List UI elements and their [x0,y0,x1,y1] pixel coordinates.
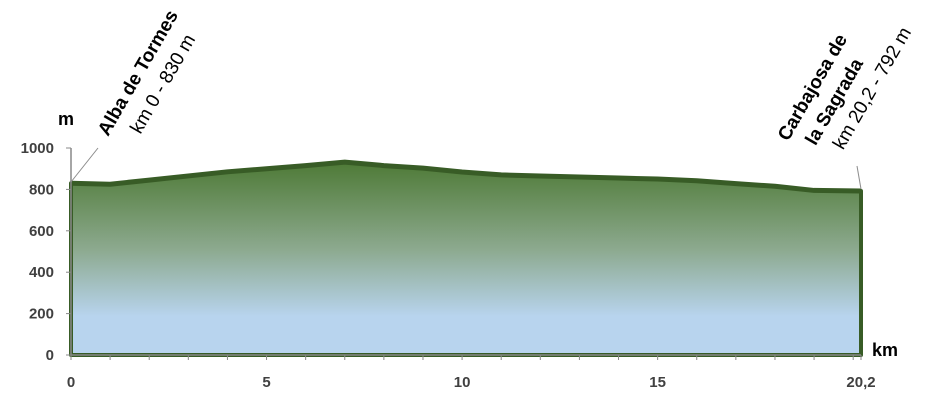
tick-layer: 0 200 400 600 800 1000 0 5 10 15 20,2 [21,140,876,391]
annotation-layer: Alba de Tormes km 0 - 830 m Carbajosa de… [70,7,916,190]
x-tick-label: 10 [454,374,471,391]
area-layer [69,159,863,357]
y-tick-label: 0 [46,347,54,364]
y-axis-unit-label: m [58,109,74,129]
y-tick-label: 400 [29,264,54,281]
y-tick-label: 800 [29,181,54,198]
axis-layer [70,148,861,356]
x-tick-label: 15 [649,374,666,391]
x-tick-label: 0 [67,374,75,391]
y-tick-label: 1000 [21,140,54,157]
elevation-line [70,159,862,194]
end-leader-line [856,165,862,190]
start-annotation: Alba de Tormes km 0 - 830 m [94,7,200,140]
start-leader-line [70,147,99,183]
end-annotation: Carbajosa de la Sagrada km 20,2 - 792 m [774,24,916,153]
elevation-area [69,160,863,357]
x-tick-label: 20,2 [846,374,875,391]
y-tick-label: 200 [29,306,54,323]
x-tick-label: 5 [262,374,270,391]
y-tick-label: 600 [29,223,54,240]
x-axis-unit-label: km [872,340,898,360]
